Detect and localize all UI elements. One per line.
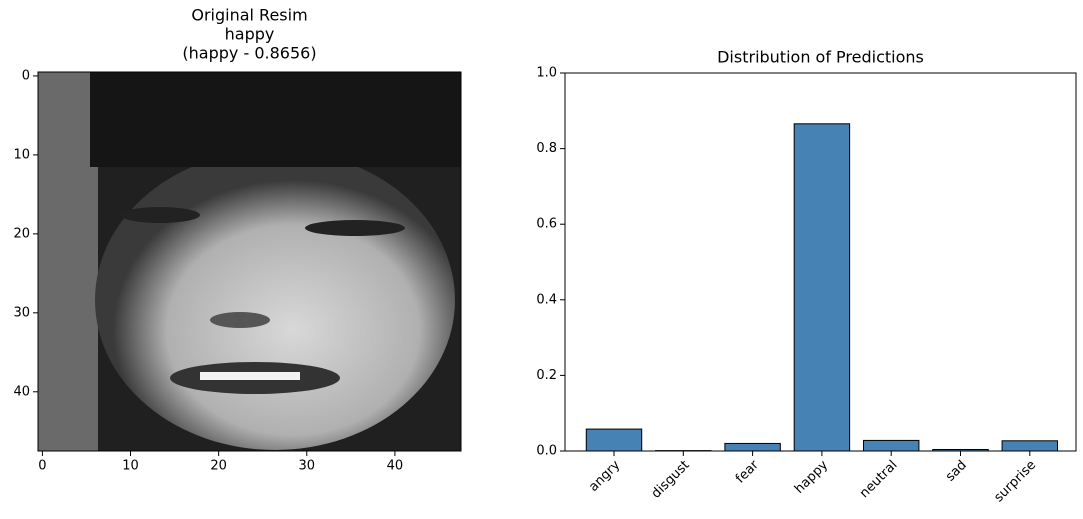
x-tick-label: 40 bbox=[387, 459, 404, 474]
y-tick-label: 20 bbox=[13, 226, 30, 241]
x-tick-label: 10 bbox=[122, 459, 139, 474]
y-tick-label: 10 bbox=[13, 147, 30, 162]
x-tick-label: angry bbox=[586, 457, 623, 494]
bar bbox=[586, 429, 641, 451]
photo bbox=[38, 72, 461, 451]
x-tick-label: 30 bbox=[299, 459, 316, 474]
bar bbox=[794, 124, 849, 451]
x-tick-label: 20 bbox=[210, 459, 227, 474]
figure: Original Resimhappy(happy - 0.8656)01020… bbox=[0, 0, 1083, 519]
y-tick-label: 0.8 bbox=[536, 141, 557, 156]
bar bbox=[725, 443, 780, 451]
x-tick-label: disgust bbox=[649, 458, 693, 502]
x-tick-label: 0 bbox=[38, 459, 46, 474]
chart-title: happy bbox=[225, 25, 275, 44]
chart-title: Distribution of Predictions bbox=[717, 48, 924, 67]
x-tick-label: sad bbox=[943, 458, 970, 485]
y-tick-label: 40 bbox=[13, 384, 30, 399]
bar bbox=[933, 449, 988, 451]
x-tick-label: surprise bbox=[991, 458, 1039, 506]
y-tick-label: 0 bbox=[22, 68, 30, 83]
bar bbox=[1002, 441, 1057, 451]
bar bbox=[863, 440, 918, 451]
chart-title: Original Resim bbox=[191, 6, 307, 25]
y-tick-label: 0.6 bbox=[536, 217, 557, 232]
y-tick-label: 0.4 bbox=[536, 292, 557, 307]
chart-title: (happy - 0.8656) bbox=[182, 44, 316, 63]
y-tick-label: 0.0 bbox=[536, 444, 557, 459]
y-tick-label: 1.0 bbox=[536, 66, 557, 81]
x-tick-label: happy bbox=[792, 457, 831, 496]
x-tick-label: neutral bbox=[857, 458, 900, 501]
y-tick-label: 30 bbox=[13, 305, 30, 320]
y-tick-label: 0.2 bbox=[536, 368, 557, 383]
x-tick-label: fear bbox=[733, 457, 762, 486]
